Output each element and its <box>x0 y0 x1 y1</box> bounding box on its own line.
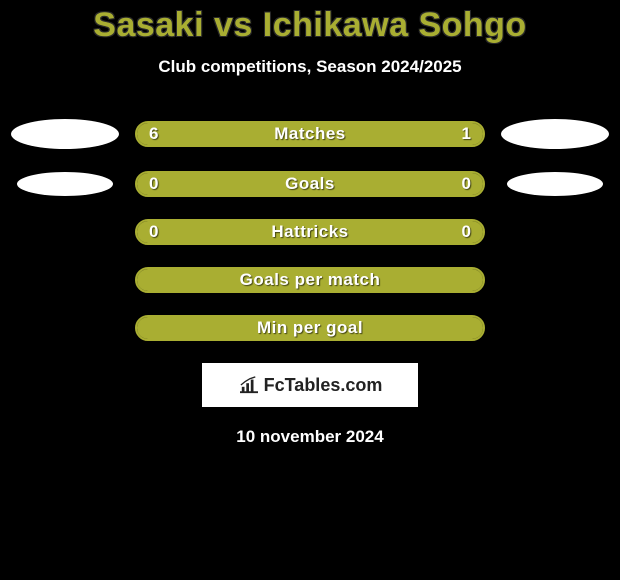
branding-badge: FcTables.com <box>202 363 418 407</box>
stat-row: Goals per match <box>0 267 620 293</box>
stat-label: Min per goal <box>137 317 483 339</box>
stat-bar: 0 Hattricks 0 <box>135 219 485 245</box>
stat-row: Min per goal <box>0 315 620 341</box>
stat-bar: 0 Goals 0 <box>135 171 485 197</box>
stat-bar: Goals per match <box>135 267 485 293</box>
stat-value-right: 0 <box>462 221 471 243</box>
stat-value-right: 1 <box>462 123 471 145</box>
stat-bar: 6 Matches 1 <box>135 121 485 147</box>
stat-label: Goals <box>137 173 483 195</box>
page-subtitle: Club competitions, Season 2024/2025 <box>158 57 461 77</box>
player-photo-left <box>0 172 130 196</box>
avatar-placeholder <box>501 119 609 149</box>
avatar-placeholder <box>507 172 603 196</box>
stat-label: Hattricks <box>137 221 483 243</box>
stat-label: Goals per match <box>137 269 483 291</box>
branding-text: FcTables.com <box>264 375 383 396</box>
footer-date: 10 november 2024 <box>236 427 383 447</box>
stat-row: 0 Goals 0 <box>0 171 620 197</box>
page-title: Sasaki vs Ichikawa Sohgo <box>93 6 526 45</box>
stat-row: 6 Matches 1 <box>0 119 620 149</box>
player-photo-left <box>0 119 130 149</box>
avatar-placeholder <box>11 119 119 149</box>
avatar-placeholder <box>17 172 113 196</box>
comparison-infographic: Sasaki vs Ichikawa Sohgo Club competitio… <box>0 0 620 447</box>
stat-rows: 6 Matches 1 0 Goals 0 <box>0 119 620 341</box>
stat-label: Matches <box>137 123 483 145</box>
player-photo-right <box>490 172 620 196</box>
stat-bar: Min per goal <box>135 315 485 341</box>
stat-value-right: 0 <box>462 173 471 195</box>
stat-row: 0 Hattricks 0 <box>0 219 620 245</box>
player-photo-right <box>490 119 620 149</box>
bar-chart-icon <box>238 376 260 394</box>
